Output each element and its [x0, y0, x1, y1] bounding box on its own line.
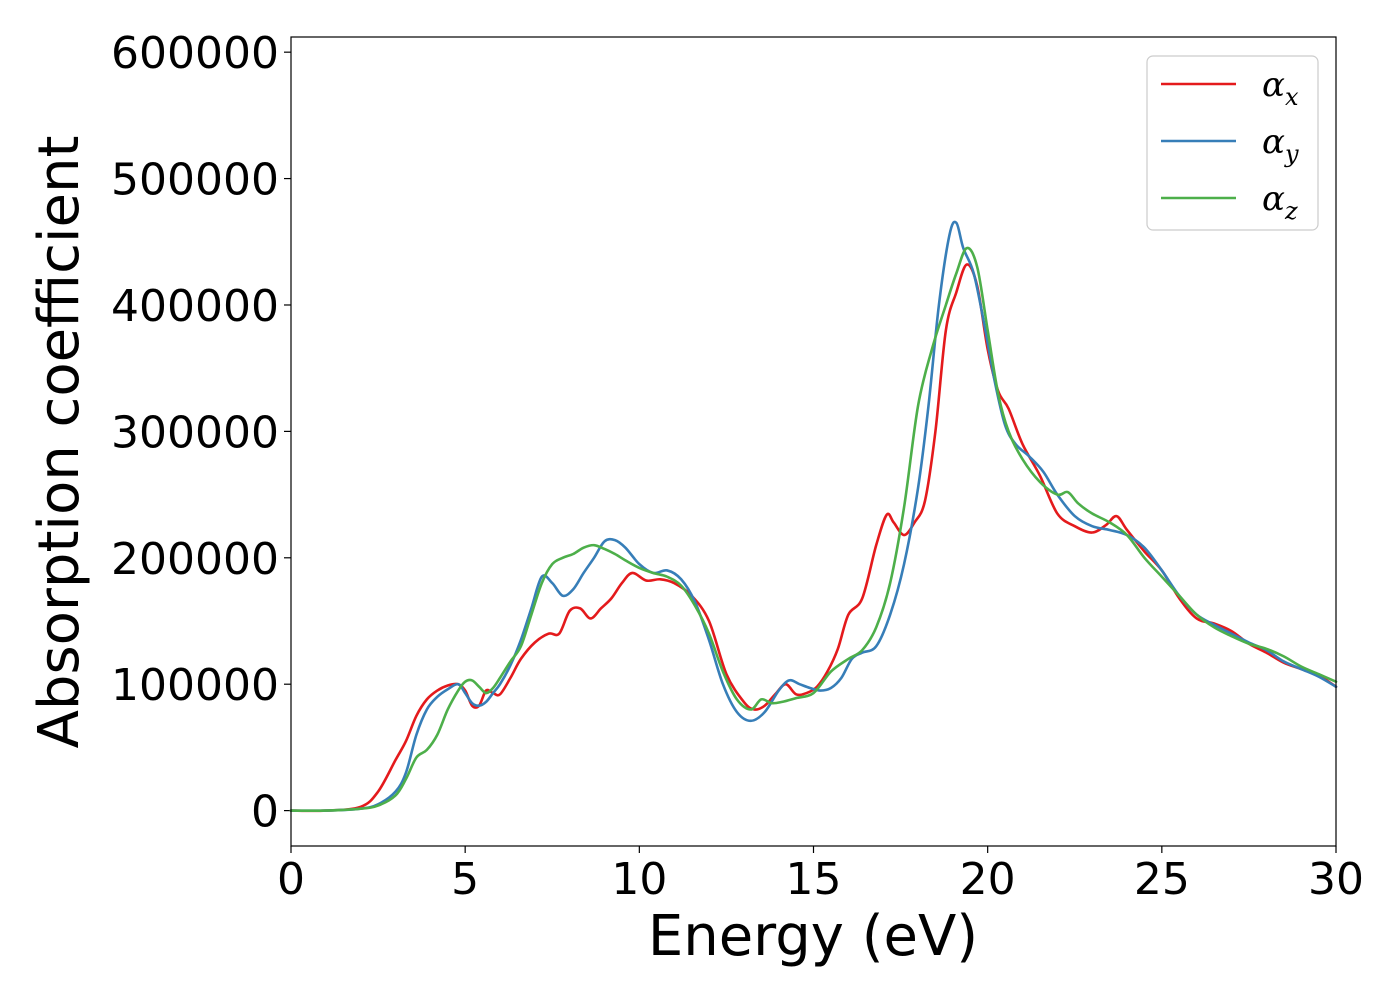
x-tick-label: 10 — [611, 854, 667, 905]
y-tick-label: 200000 — [111, 534, 279, 585]
plot-frame — [290, 36, 1337, 847]
plot-series — [289, 220, 1338, 813]
series-line-alpha-y — [289, 220, 1338, 813]
x-tick-label: 20 — [960, 854, 1016, 905]
legend-box — [1146, 55, 1319, 231]
x-axis-label: Energy (eV) — [648, 904, 978, 969]
x-tick-label: 15 — [786, 854, 842, 905]
y-axis-ticks: 0 100000 200000 300000 400000 500000 600000 — [111, 28, 291, 838]
y-tick-label: 400000 — [111, 281, 279, 332]
y-axis-label: Absorption coefficient — [27, 136, 92, 749]
y-tick-label: 300000 — [111, 407, 279, 458]
x-axis-ticks: 0 5 10 15 20 25 30 — [277, 846, 1364, 905]
x-tick-label: 25 — [1134, 854, 1190, 905]
y-tick-label: 500000 — [111, 155, 279, 206]
series-line-alpha-x — [289, 263, 1338, 813]
x-tick-label: 30 — [1308, 854, 1364, 905]
y-tick-label: 100000 — [111, 660, 279, 711]
x-tick-label: 0 — [277, 854, 305, 905]
y-tick-label: 0 — [251, 787, 279, 838]
series-line-alpha-z — [289, 246, 1338, 813]
y-tick-label: 600000 — [111, 28, 279, 79]
x-tick-label: 5 — [451, 854, 479, 905]
